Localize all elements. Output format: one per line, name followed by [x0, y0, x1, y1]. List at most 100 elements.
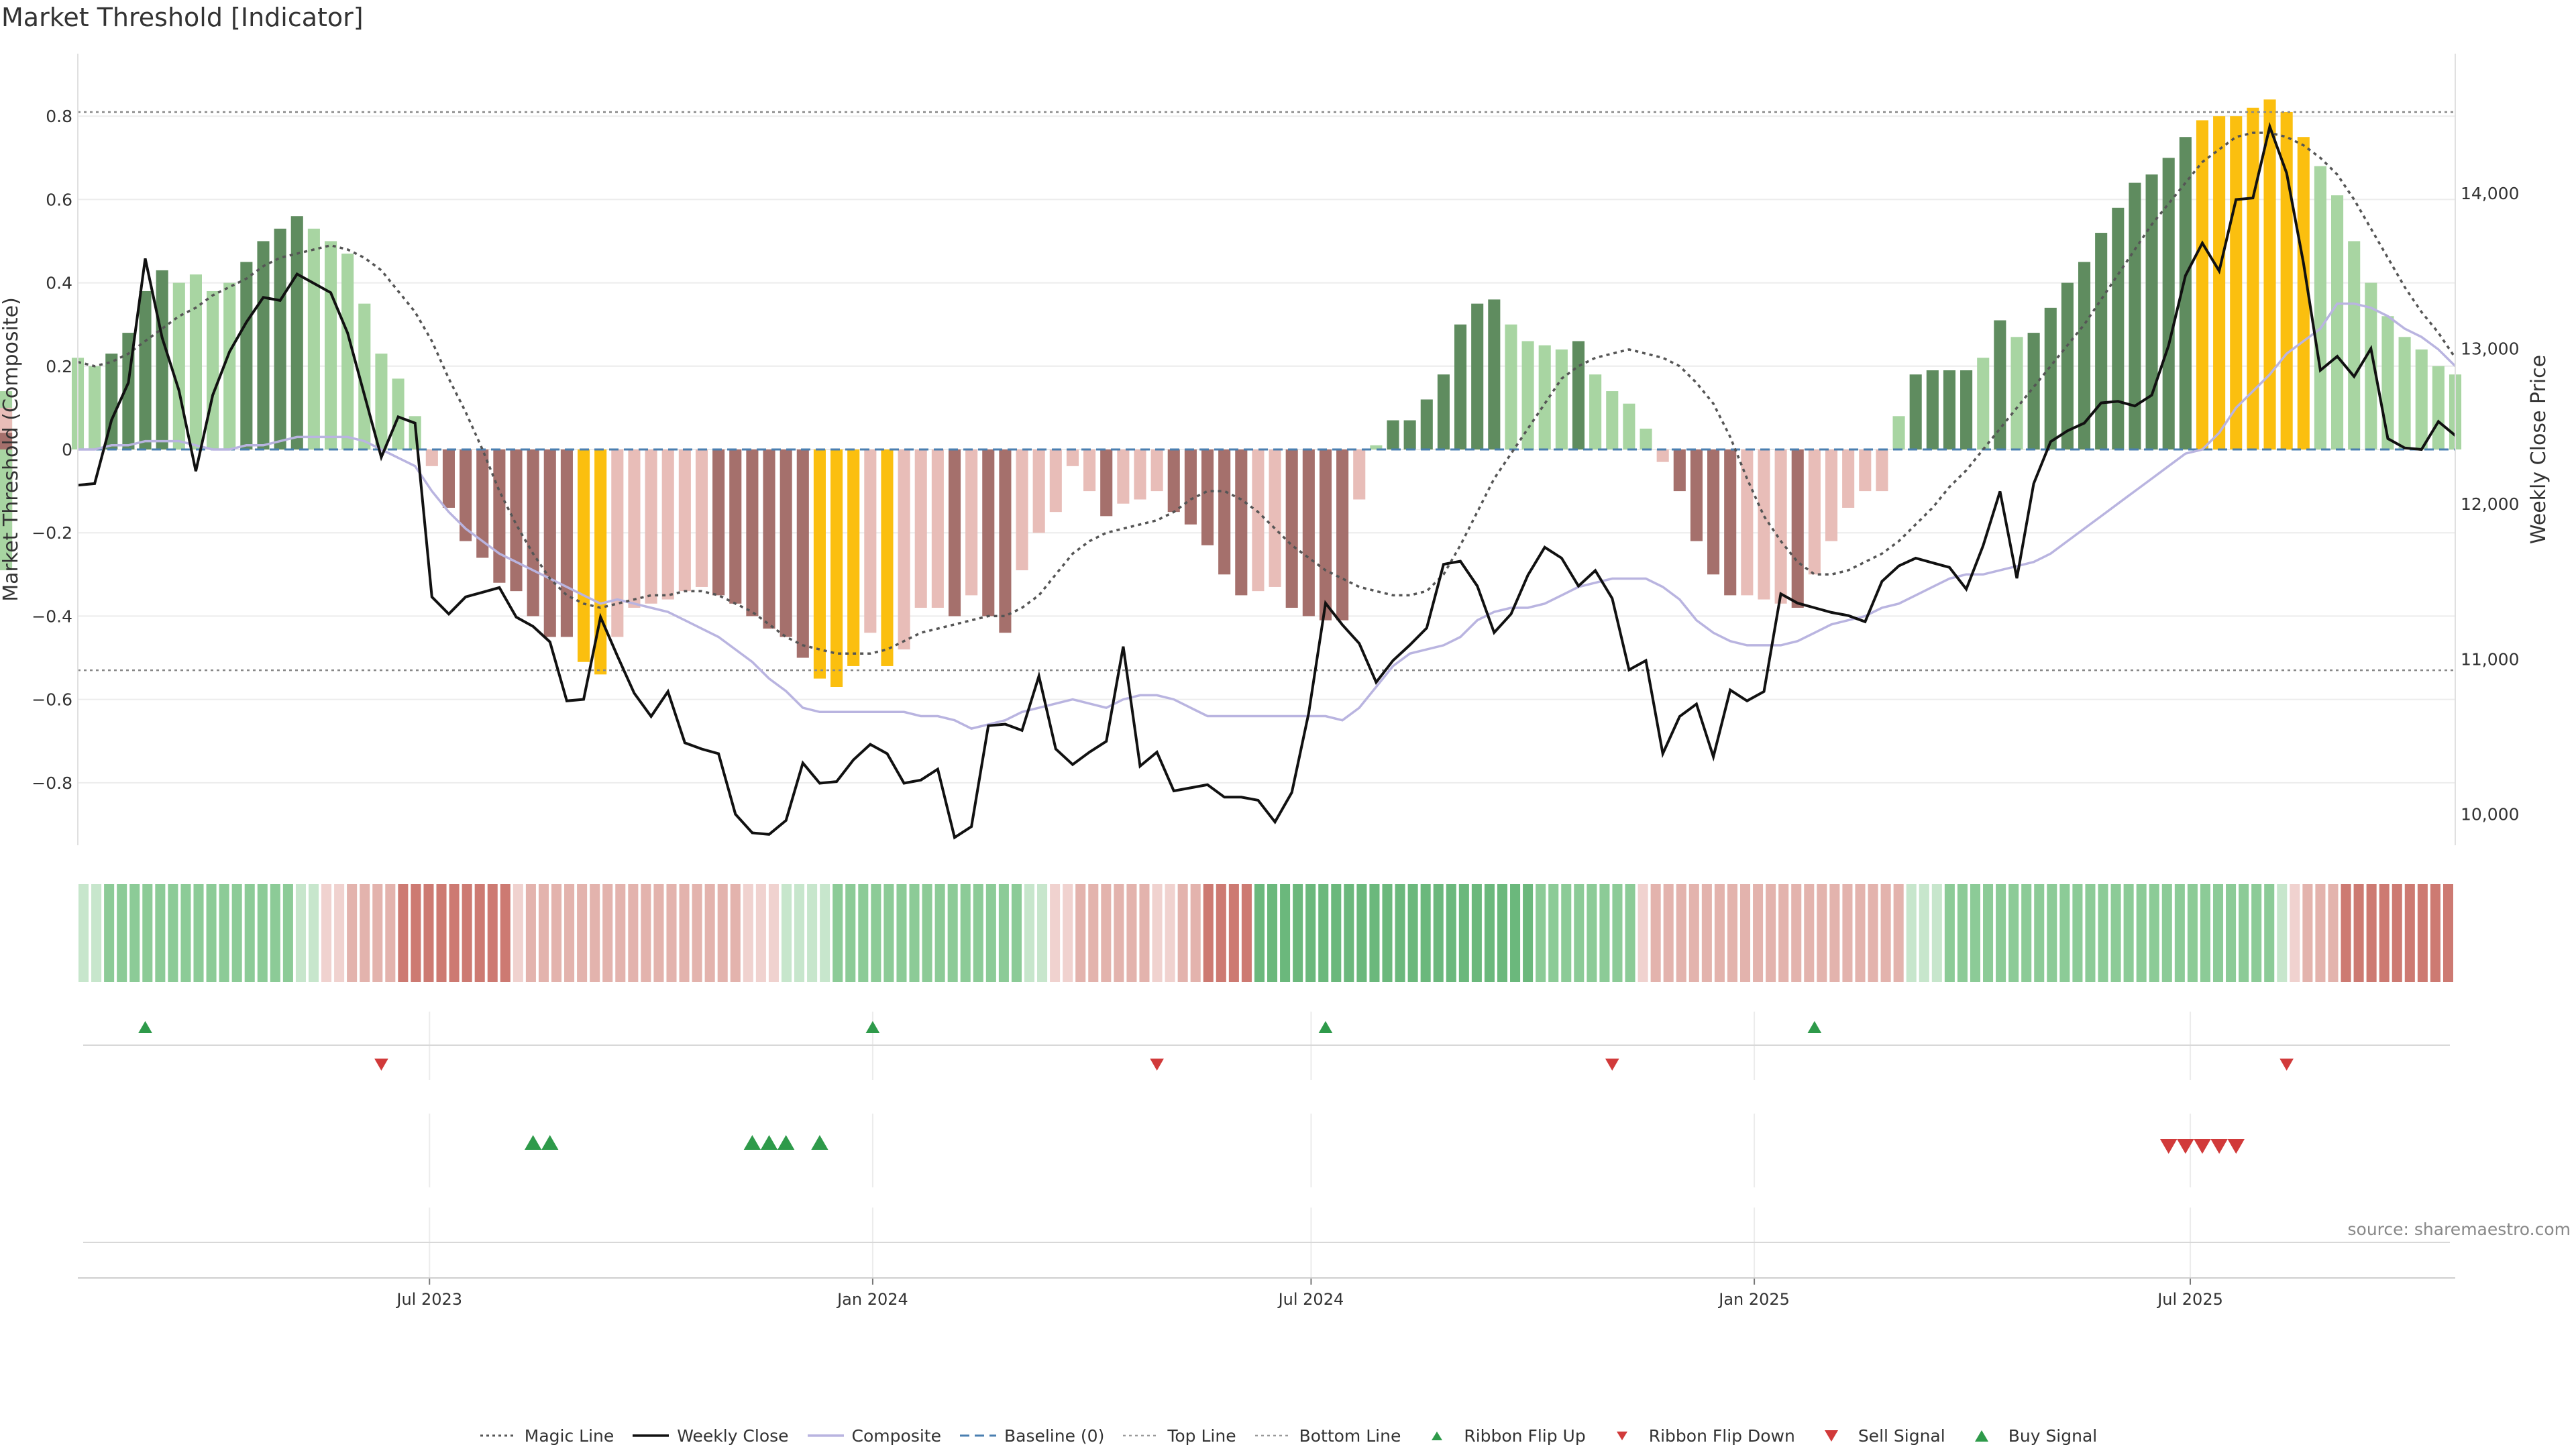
composite-bar: [307, 228, 320, 449]
ribbon-cell: [883, 884, 894, 982]
composite-bar: [1184, 449, 1197, 525]
ribbon-cell: [922, 884, 932, 982]
y-tick-label: 0.2: [46, 357, 72, 376]
ribbon-cell: [1536, 884, 1546, 982]
ribbon-cell: [500, 884, 511, 982]
composite-bar: [2348, 241, 2361, 449]
ribbon-cell: [2239, 884, 2249, 982]
legend-label: Sell Signal: [1858, 1426, 1945, 1446]
composite-bar: [1876, 449, 1888, 492]
ribbon-cell: [1471, 884, 1482, 982]
composite-bar: [1235, 449, 1248, 596]
composite-bar: [1049, 449, 1062, 513]
composite-bar: [2145, 174, 2158, 449]
sell-signal-marker: [2194, 1139, 2211, 1154]
ribbon-cell: [1574, 884, 1585, 982]
ribbon-cell: [168, 884, 178, 982]
ribbon-cell: [2264, 884, 2275, 982]
ribbon-cell: [1165, 884, 1175, 982]
ribbon-cell: [615, 884, 626, 982]
ribbon-cell: [2200, 884, 2210, 982]
composite-bar: [1656, 449, 1669, 462]
composite-bar: [89, 366, 101, 449]
composite-bar: [1589, 374, 1602, 449]
ribbon-cell: [193, 884, 204, 982]
ribbon-cell: [1114, 884, 1124, 982]
ribbon-cell: [717, 884, 728, 982]
composite-bar: [2112, 207, 2125, 449]
composite-bar: [1218, 449, 1231, 575]
composite-bar: [999, 449, 1012, 633]
ribbon-cell: [551, 884, 562, 982]
ribbon-cell: [180, 884, 191, 982]
composite-bar: [257, 241, 270, 449]
composite-bar: [1454, 324, 1467, 449]
composite-bar: [1387, 420, 1399, 449]
ribbon-cell: [564, 884, 575, 982]
composite-bar: [830, 449, 843, 687]
composite-bar: [527, 449, 539, 616]
ribbon-cell: [985, 884, 996, 982]
composite-bar: [324, 241, 337, 449]
signal-layer: [138, 1021, 2294, 1154]
composite-bar: [2044, 307, 2057, 449]
ribbon-cell: [270, 884, 280, 982]
ribbon-cell: [679, 884, 690, 982]
ribbon-cell: [1996, 884, 2006, 982]
composite-bar: [1285, 449, 1298, 608]
ribbon-flip-down-marker: [1150, 1059, 1164, 1071]
composite-bar: [914, 449, 927, 608]
ribbon-cell: [641, 884, 651, 982]
ribbon-cell: [1267, 884, 1278, 982]
composite-bar: [1774, 449, 1787, 604]
ribbon-cell: [334, 884, 345, 982]
ribbon-cell: [2212, 884, 2224, 982]
ribbon-cell: [1356, 884, 1367, 982]
ribbon-cell: [129, 884, 140, 982]
ribbon-cell: [704, 884, 715, 982]
composite-bar: [628, 449, 641, 608]
ribbon-cell: [2341, 884, 2351, 982]
composite-bar: [1134, 449, 1146, 500]
composite-bar: [611, 449, 624, 637]
ribbon-cell: [1050, 884, 1061, 982]
ribbon-cell: [1548, 884, 1559, 982]
ribbon-cell: [1906, 884, 1917, 982]
ribbon-cell: [2187, 884, 2198, 982]
ribbon-cell: [2161, 884, 2172, 982]
ribbon-cell: [666, 884, 677, 982]
ribbon-cell: [1842, 884, 1853, 982]
composite-bar: [577, 449, 590, 662]
ribbon-cell: [1612, 884, 1623, 982]
composite-bar: [1825, 449, 1838, 541]
legend-label: Bottom Line: [1299, 1426, 1401, 1446]
ribbon-cell: [1344, 884, 1354, 982]
composite-bar: [2129, 182, 2141, 449]
buy-signal-marker: [524, 1135, 542, 1150]
buy-signal-marker: [777, 1135, 795, 1150]
composite-bar: [223, 282, 236, 449]
ribbon-cell: [1766, 884, 1776, 982]
x-tick-label: Jul 2024: [1277, 1290, 1344, 1309]
x-tick-label: Jan 2024: [836, 1290, 908, 1309]
y-tick-label: −0.6: [32, 690, 72, 710]
composite-bar: [1808, 449, 1821, 575]
ribbon-cell: [2379, 884, 2390, 982]
y2-tick-label: 12,000: [2461, 494, 2519, 514]
ribbon-cell: [1152, 884, 1163, 982]
legend-item: Bottom Line: [1254, 1426, 1401, 1446]
buy-signal-marker: [743, 1135, 761, 1150]
composite-bar: [2314, 166, 2326, 449]
ribbon-cell: [1484, 884, 1495, 982]
composite-bar: [1269, 449, 1281, 587]
sell-signal-marker: [2160, 1139, 2178, 1154]
composite-bar: [2196, 120, 2209, 450]
ribbon-cell: [2226, 884, 2237, 982]
composite-bar: [1066, 449, 1079, 466]
composite-bar: [1673, 449, 1686, 492]
composite-bar: [1167, 449, 1180, 513]
ribbon-cell: [257, 884, 268, 982]
legend-item: Buy Signal: [1963, 1426, 2097, 1446]
composite-bar: [1994, 320, 2006, 449]
magic-line: [77, 131, 2457, 655]
